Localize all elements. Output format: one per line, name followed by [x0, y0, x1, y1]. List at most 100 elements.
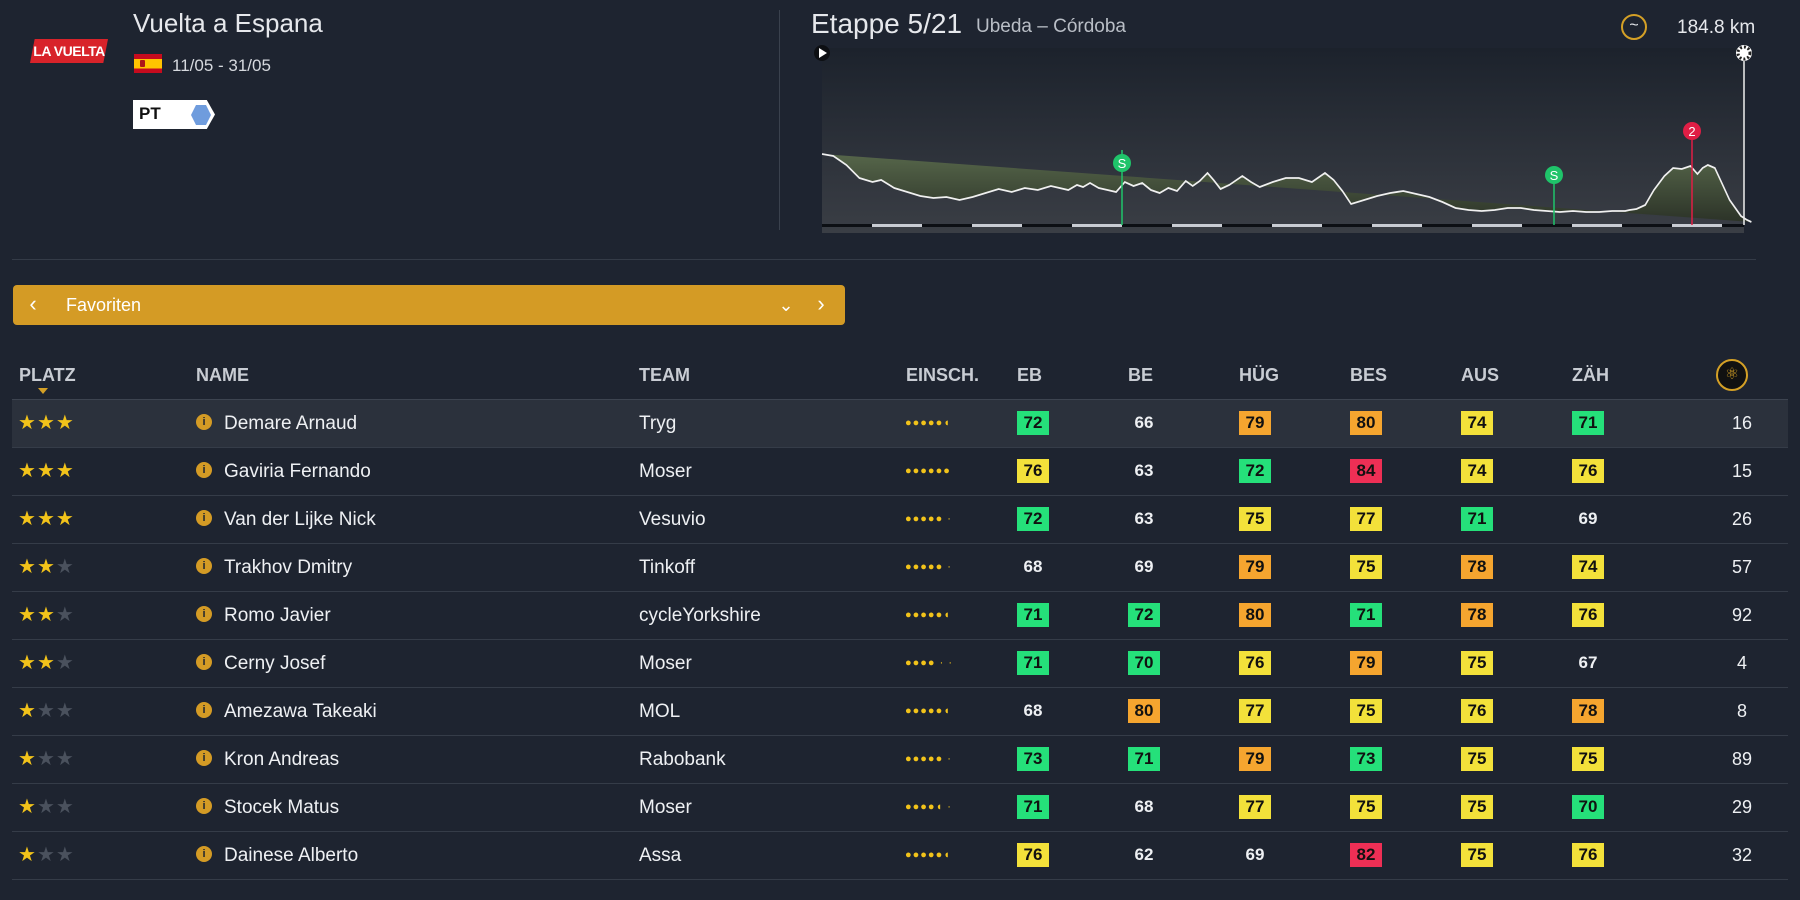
rider-name[interactable]: Trakhov Dmitry — [224, 557, 353, 578]
chevron-left-icon[interactable]: ‹ — [29, 291, 37, 316]
col-header-hug[interactable]: HÜG — [1239, 365, 1279, 385]
rider-team: Moser — [639, 461, 692, 482]
header-divider — [779, 10, 780, 230]
info-icon[interactable]: i — [196, 606, 212, 622]
info-icon[interactable]: i — [196, 510, 212, 526]
table-row[interactable]: ★★★ i Romo Javier cycleYorkshire ●●●●●◖ 71 72 8… — [12, 592, 1788, 640]
rider-name[interactable]: Stocek Matus — [224, 797, 340, 818]
rider-team: Tryg — [639, 413, 677, 434]
info-icon[interactable]: i — [196, 798, 212, 814]
sprint-marker-label: S — [1118, 156, 1127, 171]
group-selector[interactable] — [13, 285, 845, 325]
star-icon: ★ — [36, 460, 56, 482]
info-icon[interactable]: i — [196, 846, 212, 862]
cyclist-icon[interactable]: ⚛ — [1716, 359, 1748, 391]
table-row[interactable]: ★★★ i Gaviria Fernando Moser ●●●●●● 76 63 72 84 7… — [12, 448, 1788, 496]
stat-value: 77 — [1239, 699, 1271, 723]
form-indicator: ●●●●●◖ — [905, 849, 951, 861]
table-row[interactable]: ★★★ i Kron Andreas Rabobank ●●●●● · 73 71 79 73 7… — [12, 736, 1788, 784]
stat-value: 79 — [1350, 651, 1382, 675]
info-icon[interactable]: i — [196, 558, 212, 574]
star-icon: ★ — [55, 748, 75, 770]
col-header-bes[interactable]: BES — [1350, 365, 1388, 385]
col-header-name[interactable]: NAME — [196, 365, 249, 385]
table-row[interactable]: ★★★ i Van der Lijke Nick Vesuvio ●●●●● · 72 63… — [12, 496, 1788, 544]
rider-number: 29 — [1731, 797, 1753, 817]
rating-stars: ★★★ — [18, 640, 75, 687]
climb-marker-cat2[interactable]: 2 — [1683, 122, 1701, 225]
km-scale — [872, 224, 1722, 227]
stat-value: 69 — [1134, 557, 1154, 576]
wind-icon[interactable]: ~ — [1621, 14, 1647, 40]
stat-value: 73 — [1350, 747, 1382, 771]
stat-value: 74 — [1572, 555, 1604, 579]
table-row[interactable]: ★★★ i Trakhov Dmitry Tinkoff ●●●●● · 68 69 79 75… — [12, 544, 1788, 592]
table-row[interactable]: ★★★ i Amezawa Takeaki MOL ●●●●●◖ 68 80 77 75 76 78… — [12, 688, 1788, 736]
rider-team: Vesuvio — [639, 509, 706, 530]
col-header-einsch[interactable]: EINSCH. — [906, 365, 980, 385]
stat-value: 63 — [1134, 509, 1154, 528]
stat-value: 75 — [1461, 651, 1493, 675]
finish-flag-icon — [1736, 45, 1752, 61]
rider-name[interactable]: Romo Javier — [224, 605, 331, 626]
col-header-eb[interactable]: EB — [1017, 365, 1043, 385]
rider-name[interactable]: Gaviria Fernando — [224, 461, 371, 482]
rider-name[interactable]: Amezawa Takeaki — [224, 701, 377, 722]
info-icon[interactable]: i — [196, 750, 212, 766]
rating-stars: ★★★ — [18, 592, 75, 639]
table-row[interactable]: ★★★ i Cerny Josef Moser ●●●● · · 71 70 76 79 75 67… — [12, 640, 1788, 688]
stage-route: Ubeda – Córdoba — [976, 16, 1126, 37]
rider-name[interactable]: Dainese Alberto — [224, 845, 359, 866]
stat-value: 82 — [1350, 843, 1382, 867]
rider-number: 89 — [1731, 749, 1753, 769]
info-icon[interactable]: i — [196, 654, 212, 670]
stat-value: 66 — [1134, 413, 1154, 432]
rider-name[interactable]: Van der Lijke Nick — [224, 509, 376, 530]
stat-value: 68 — [1023, 701, 1043, 720]
star-icon: ★ — [36, 556, 56, 578]
star-icon: ★ — [36, 748, 56, 770]
info-icon[interactable]: i — [196, 414, 212, 430]
stat-value: 71 — [1350, 603, 1382, 627]
form-indicator: ●●●●● · — [905, 561, 952, 573]
stat-value: 72 — [1239, 459, 1271, 483]
table-row[interactable]: ★★★ i Demare Arnaud Tryg ●●●●●◖ 72 66 79 80 74 71 1… — [12, 400, 1788, 448]
race-logo: LA VUELTA — [30, 39, 108, 63]
rider-number: 92 — [1731, 605, 1753, 625]
stat-value: 76 — [1572, 603, 1604, 627]
sprint-marker-2[interactable]: S — [1545, 166, 1563, 225]
stat-value: 76 — [1239, 651, 1271, 675]
stat-value: 80 — [1350, 411, 1382, 435]
star-icon: ★ — [55, 460, 75, 482]
rider-name[interactable]: Kron Andreas — [224, 749, 340, 770]
col-header-platz[interactable]: PLATZ — [19, 365, 76, 385]
rider-number: 4 — [1736, 653, 1747, 673]
stat-value: 75 — [1350, 699, 1382, 723]
stage-profile-chart[interactable]: S S 2 — [810, 40, 1760, 235]
spain-flag-icon — [134, 54, 162, 73]
rating-stars: ★★★ — [18, 832, 75, 879]
chevron-down-icon[interactable]: ⌄ — [778, 295, 794, 315]
col-header-aus[interactable]: AUS — [1461, 365, 1500, 385]
star-icon: ★ — [18, 652, 37, 674]
star-icon: ★ — [55, 700, 75, 722]
chevron-right-icon[interactable]: › — [817, 291, 825, 316]
rider-name[interactable]: Demare Arnaud — [224, 413, 358, 434]
table-row[interactable]: ★★★ i Dainese Alberto Assa ●●●●●◖ 76 62 69 82 75 7… — [12, 832, 1788, 880]
form-indicator: ●●●●●● — [905, 465, 951, 477]
group-selector-label[interactable]: Favoriten — [66, 295, 142, 315]
hexagon-icon — [191, 105, 211, 125]
stage-distance: 184.8 km — [1677, 17, 1756, 38]
stat-value: 69 — [1578, 509, 1598, 528]
table-row[interactable]: ★★★ i Stocek Matus Moser ●●●●◖ · 71 68 77 75 75 70… — [12, 784, 1788, 832]
info-icon[interactable]: i — [196, 702, 212, 718]
col-header-team[interactable]: TEAM — [639, 365, 690, 385]
profile-line — [821, 153, 1752, 223]
sprint-marker-1[interactable]: S — [1113, 150, 1131, 225]
rider-name[interactable]: Cerny Josef — [224, 653, 326, 674]
stat-value: 79 — [1239, 411, 1271, 435]
col-header-zah[interactable]: ZÄH — [1572, 365, 1609, 385]
stat-value: 75 — [1239, 507, 1271, 531]
col-header-be[interactable]: BE — [1128, 365, 1154, 385]
info-icon[interactable]: i — [196, 462, 212, 478]
